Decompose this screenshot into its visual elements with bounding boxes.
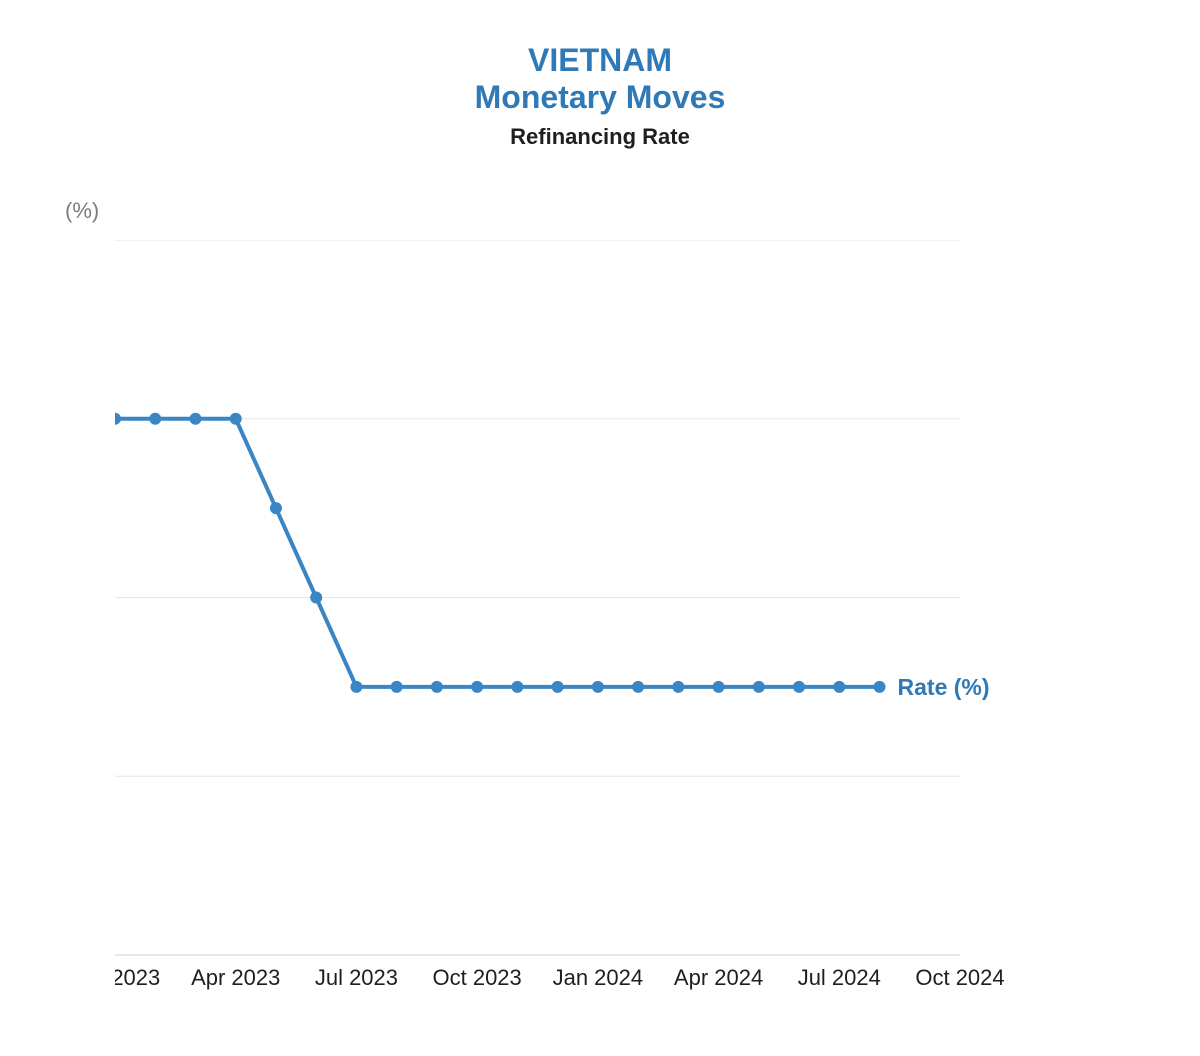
series-marker	[592, 681, 604, 693]
series-marker	[431, 681, 443, 693]
series-marker	[793, 681, 805, 693]
x-tick-label: Jul 2024	[798, 965, 881, 990]
x-tick-label: Jan 2024	[553, 965, 644, 990]
x-tick-label: Oct 2024	[915, 965, 1004, 990]
chart-titles: VIETNAM Monetary Moves Refinancing Rate	[0, 0, 1200, 150]
chart-svg: 34567Jan 2023Apr 2023Jul 2023Oct 2023Jan…	[115, 240, 1125, 1000]
series-marker	[753, 681, 765, 693]
series-marker	[270, 502, 282, 514]
y-axis-unit-label: (%)	[65, 198, 99, 224]
series-marker	[672, 681, 684, 693]
series-marker	[713, 681, 725, 693]
series-marker	[833, 681, 845, 693]
series-line	[115, 419, 880, 687]
x-tick-label: Jul 2023	[315, 965, 398, 990]
series-marker	[552, 681, 564, 693]
series-marker	[230, 413, 242, 425]
series-marker	[391, 681, 403, 693]
series-marker	[632, 681, 644, 693]
series-marker	[511, 681, 523, 693]
series-marker	[189, 413, 201, 425]
chart-subtitle: Refinancing Rate	[0, 124, 1200, 150]
x-tick-label: Jan 2023	[115, 965, 160, 990]
series-marker	[115, 413, 121, 425]
chart-plot-area: 34567Jan 2023Apr 2023Jul 2023Oct 2023Jan…	[115, 240, 1125, 1000]
series-marker	[149, 413, 161, 425]
series-marker	[874, 681, 886, 693]
x-tick-label: Oct 2023	[433, 965, 522, 990]
x-tick-label: Apr 2024	[674, 965, 763, 990]
series-marker	[310, 592, 322, 604]
chart-title-line1: VIETNAM	[0, 42, 1200, 79]
series-marker	[471, 681, 483, 693]
chart-page: { "layout": { "width": 1200, "height": 1…	[0, 0, 1200, 1056]
series-label: Rate (%)	[898, 674, 990, 700]
series-marker	[350, 681, 362, 693]
chart-title-line2: Monetary Moves	[0, 79, 1200, 116]
x-tick-label: Apr 2023	[191, 965, 280, 990]
